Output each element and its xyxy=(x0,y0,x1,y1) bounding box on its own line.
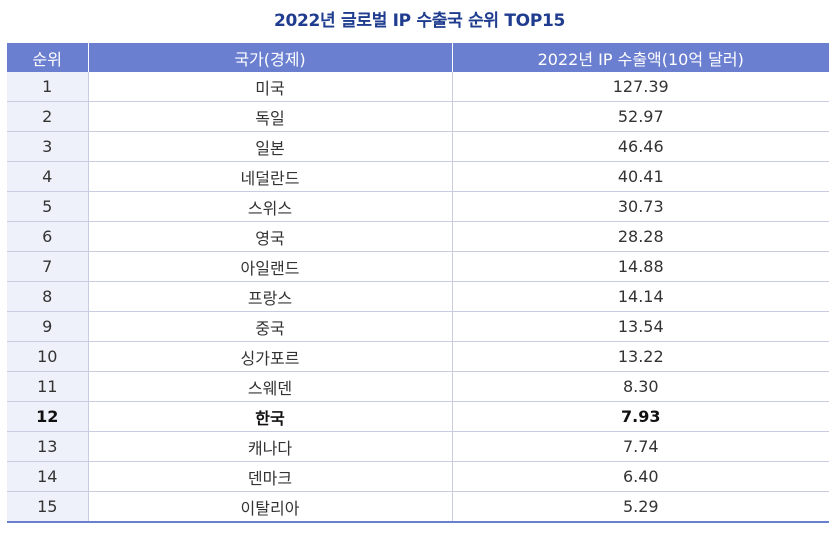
table-row: 8 프랑스 14.14 xyxy=(7,281,829,312)
rank-cell: 13 xyxy=(7,431,88,462)
country-cell: 한국 xyxy=(87,401,452,432)
value-cell: 52.97 xyxy=(451,101,829,132)
table-row: 14 덴마크 6.40 xyxy=(7,461,829,492)
header-country: 국가(경제) xyxy=(87,43,452,72)
table-row: 13 캐나다 7.74 xyxy=(7,431,829,462)
header-value: 2022년 IP 수출액(10억 달러) xyxy=(451,43,829,72)
country-cell: 캐나다 xyxy=(87,431,452,462)
rank-cell: 14 xyxy=(7,461,88,492)
rank-cell: 3 xyxy=(7,131,88,162)
country-cell: 스웨덴 xyxy=(87,371,452,402)
table-row: 4 네덜란드 40.41 xyxy=(7,161,829,192)
rank-cell: 5 xyxy=(7,191,88,222)
table-row: 9 중국 13.54 xyxy=(7,311,829,342)
country-cell: 이탈리아 xyxy=(87,491,452,523)
country-cell: 일본 xyxy=(87,131,452,162)
value-cell: 14.14 xyxy=(451,281,829,312)
value-cell: 13.54 xyxy=(451,311,829,342)
rank-cell: 8 xyxy=(7,281,88,312)
value-cell: 6.40 xyxy=(451,461,829,492)
header-rank: 순위 xyxy=(7,43,88,72)
rank-cell: 4 xyxy=(7,161,88,192)
value-cell: 127.39 xyxy=(451,72,829,102)
country-cell: 덴마크 xyxy=(87,461,452,492)
table-row: 5 스위스 30.73 xyxy=(7,191,829,222)
value-cell: 13.22 xyxy=(451,341,829,372)
rank-cell: 2 xyxy=(7,101,88,132)
table-row: 10 싱가포르 13.22 xyxy=(7,341,829,372)
value-cell: 30.73 xyxy=(451,191,829,222)
rank-cell: 6 xyxy=(7,221,88,252)
rank-cell: 10 xyxy=(7,341,88,372)
country-cell: 영국 xyxy=(87,221,452,252)
country-cell: 중국 xyxy=(87,311,452,342)
value-cell: 8.30 xyxy=(451,371,829,402)
value-cell: 14.88 xyxy=(451,251,829,282)
country-cell: 독일 xyxy=(87,101,452,132)
rank-cell: 11 xyxy=(7,371,88,402)
country-cell: 프랑스 xyxy=(87,281,452,312)
table-row: 3 일본 46.46 xyxy=(7,131,829,162)
country-cell: 아일랜드 xyxy=(87,251,452,282)
ranking-table: 순위 국가(경제) 2022년 IP 수출액(10억 달러) 1 미국 127.39… xyxy=(7,43,829,523)
rank-cell: 7 xyxy=(7,251,88,282)
table-row: 6 영국 28.28 xyxy=(7,221,829,252)
rank-cell: 9 xyxy=(7,311,88,342)
value-cell: 5.29 xyxy=(451,491,829,523)
table-row: 1 미국 127.39 xyxy=(7,72,829,102)
country-cell: 네덜란드 xyxy=(87,161,452,192)
rank-cell: 15 xyxy=(7,491,88,523)
value-cell: 28.28 xyxy=(451,221,829,252)
table-row: 2 독일 52.97 xyxy=(7,101,829,132)
country-cell: 미국 xyxy=(87,72,452,102)
value-cell: 40.41 xyxy=(451,161,829,192)
table-row: 11 스웨덴 8.30 xyxy=(7,371,829,402)
rank-cell: 12 xyxy=(7,401,88,432)
header-row: 순위 국가(경제) 2022년 IP 수출액(10억 달러) xyxy=(7,43,829,72)
table-title: 2022년 글로벌 IP 수출국 순위 TOP15 xyxy=(273,11,566,31)
value-cell: 46.46 xyxy=(451,131,829,162)
table-row: 12 한국 7.93 xyxy=(7,401,829,432)
table-row: 15 이탈리아 5.29 xyxy=(7,491,829,523)
value-cell: 7.74 xyxy=(451,431,829,462)
table-row: 7 아일랜드 14.88 xyxy=(7,251,829,282)
country-cell: 스위스 xyxy=(87,191,452,222)
country-cell: 싱가포르 xyxy=(87,341,452,372)
table-body: 1 미국 127.39 2 독일 52.97 3 일본 46.46 4 네덜란드 40.41 5 스위스 3… xyxy=(7,72,829,523)
rank-cell: 1 xyxy=(7,72,88,102)
value-cell: 7.93 xyxy=(451,401,829,432)
